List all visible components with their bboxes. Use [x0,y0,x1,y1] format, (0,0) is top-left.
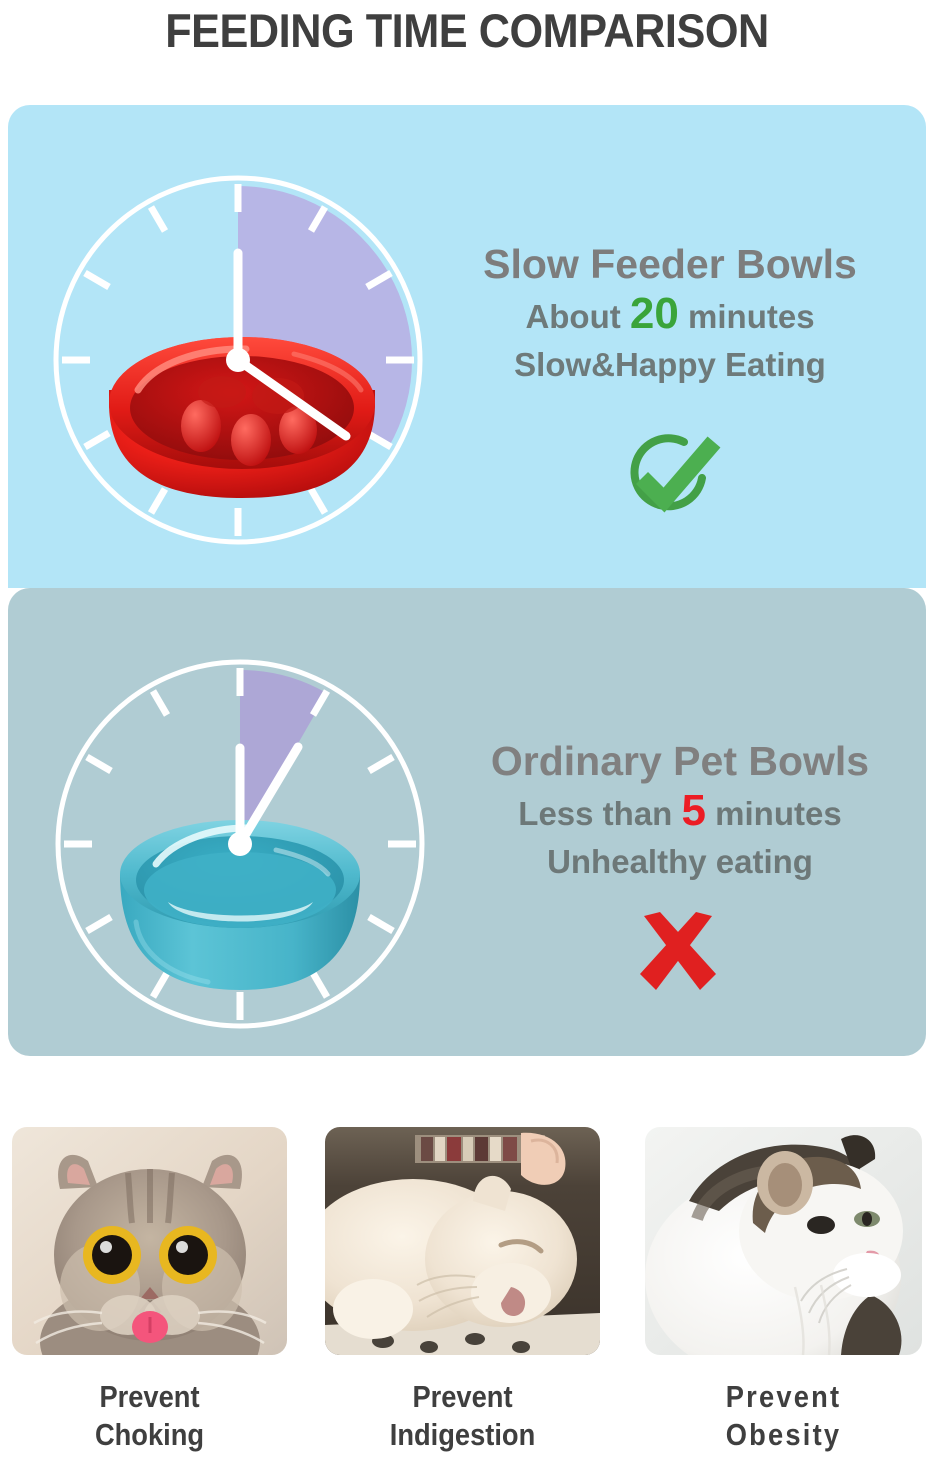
ordinary-bowl-teal [120,820,360,990]
panel-slow-feeder [8,105,926,588]
page-title: FEEDING TIME COMPARISON [165,4,769,57]
clock-ordinary [48,652,432,1036]
slow-feeder-heading: Slow Feeder Bowls [483,241,857,287]
ordinary-time-line: Less than 5 minutes [440,787,920,838]
slow-feeder-tagline: Slow&Happy Eating [514,346,826,383]
caption-line-2: Choking [94,1417,205,1452]
clock-hands-ordinary [228,742,303,856]
slow-feeder-bowl-red [109,337,375,498]
caption-line-1: Prevent [725,1379,842,1414]
ordinary-time-suffix: minutes [715,795,842,832]
ordinary-tagline: Unhealthy eating [547,843,813,880]
ordinary-time-value: 5 [681,786,706,835]
slow-feeder-text-block: Slow Feeder Bowls About 20 minutes Slow&… [430,238,910,389]
cross-icon [630,908,726,1001]
caption-line-1: Prevent [412,1379,513,1414]
cat-sleeping-photo [325,1127,600,1355]
slow-feeder-time-line: About 20 minutes [430,290,910,341]
check-circle-icon [606,428,734,529]
caption-prevent-choking: Prevent Choking [29,1378,271,1454]
clock-ticks [62,184,414,536]
caption-line-2: Indigestion [389,1417,536,1452]
clock-ticks [64,668,416,1020]
slow-feeder-time-prefix: About [525,298,621,335]
cat-obese-photo [645,1127,922,1355]
slow-feeder-time-value: 20 [629,289,679,338]
slow-feeder-time-suffix: minutes [688,298,815,335]
caption-line-1: Prevent [99,1379,200,1414]
caption-prevent-indigestion: Prevent Indigestion [342,1378,584,1454]
clock-slow-feeder [46,168,430,552]
clock-hands-slow-feeder [226,248,351,441]
caption-prevent-obesity: Prevent Obesity [662,1378,906,1454]
cat-tongue-out-photo [12,1127,287,1355]
ordinary-heading: Ordinary Pet Bowls [490,738,870,784]
ordinary-text-block: Ordinary Pet Bowls Less than 5 minutes U… [440,735,920,886]
caption-line-2: Obesity [725,1417,842,1452]
ordinary-time-prefix: Less than [518,795,673,832]
